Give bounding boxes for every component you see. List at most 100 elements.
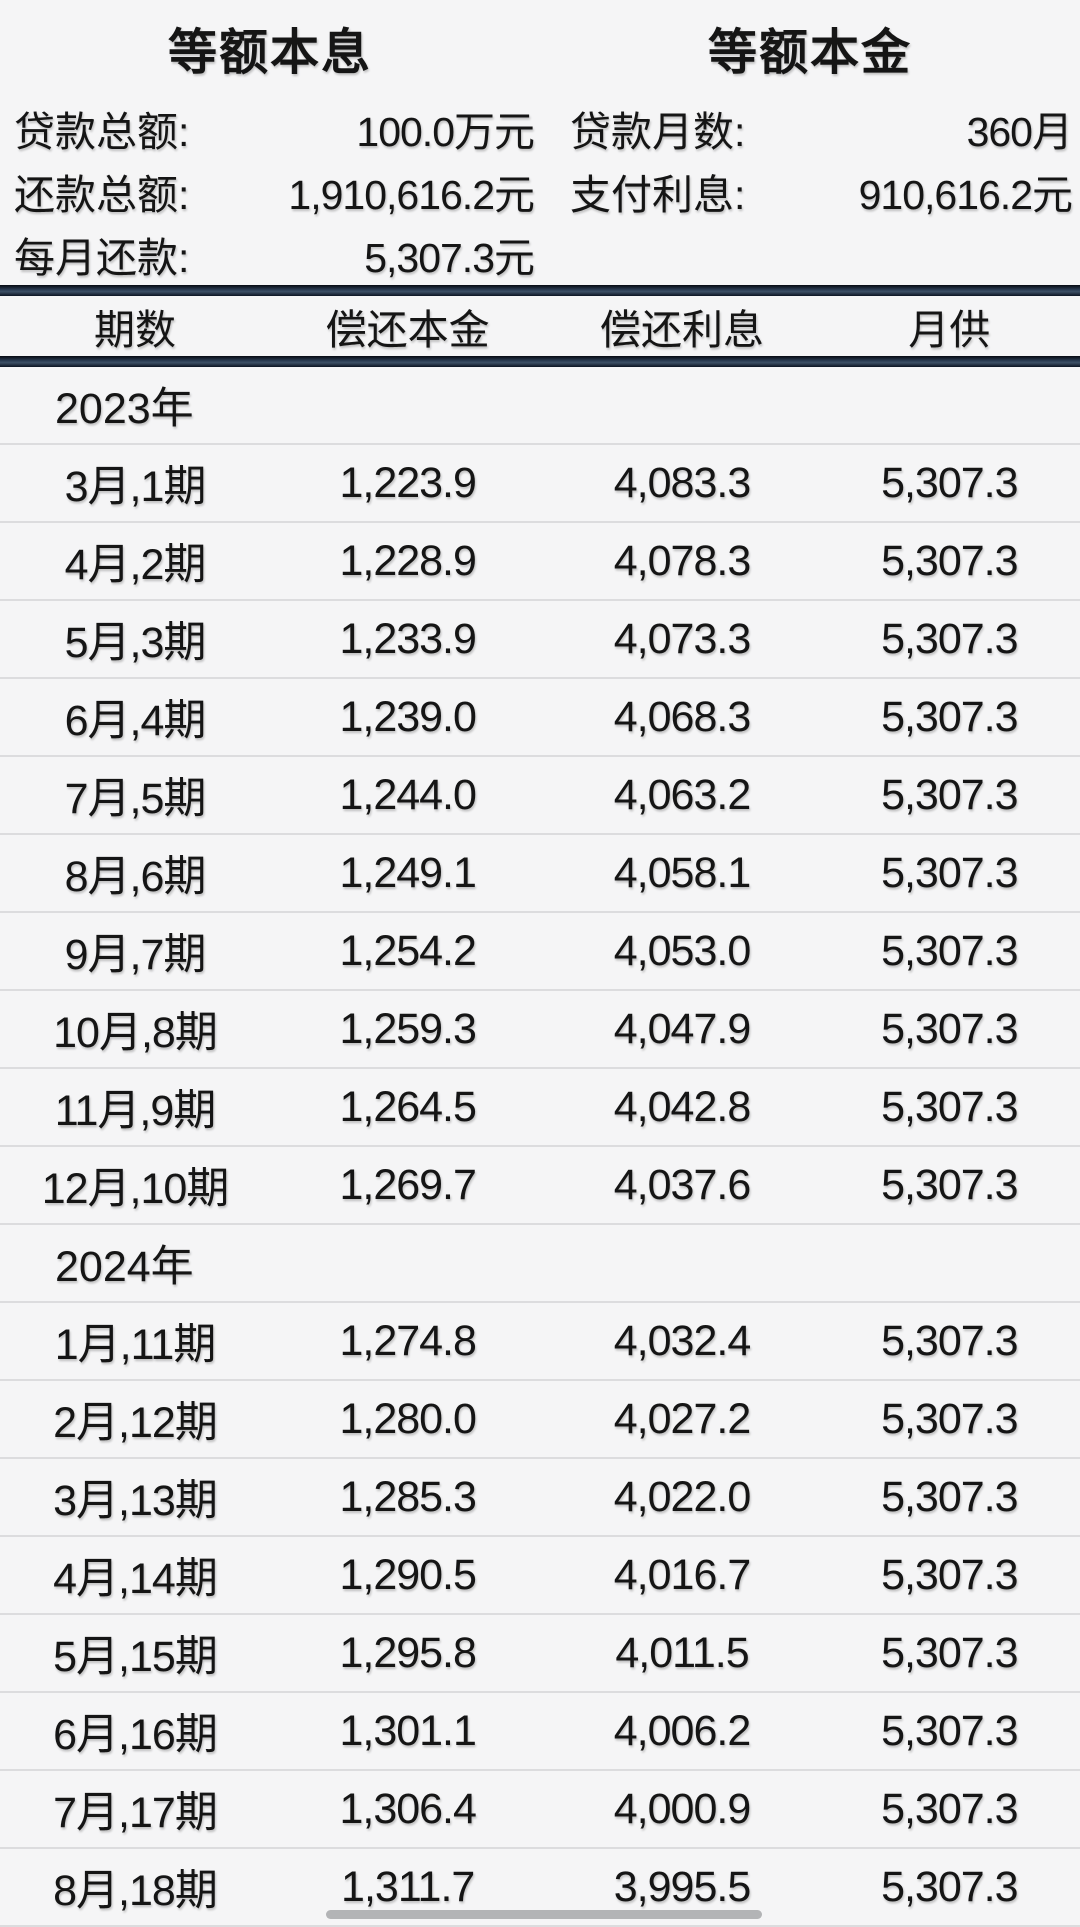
- period-cell: 4月,2期: [64, 541, 207, 589]
- loan-months-pair: 贷款月数: 360月: [534, 98, 1080, 158]
- period-cell: 3月,13期: [53, 1477, 218, 1525]
- principal-cell: 1,233.9: [339, 614, 476, 663]
- interest-cell: 4,022.0: [613, 1472, 751, 1521]
- table-row: 8月,6期 1,249.1 4,058.1 5,307.3: [0, 835, 1080, 913]
- loan-total-value: 100.0万元: [356, 108, 535, 155]
- principal-cell: 1,228.9: [339, 536, 476, 585]
- year-group-row: 2024年: [0, 1225, 1080, 1303]
- period-cell: 7月,17期: [53, 1789, 218, 1837]
- interest-cell: 4,000.9: [613, 1784, 751, 1833]
- interest-cell: 4,027.2: [613, 1394, 751, 1443]
- principal-cell: 1,244.0: [339, 770, 476, 819]
- payment-cell: 5,307.3: [881, 770, 1018, 819]
- payment-cell: 5,307.3: [881, 458, 1018, 507]
- repayment-mode-tabs: 等额本息 等额本金: [0, 0, 1080, 96]
- interest-cell: 4,063.2: [613, 770, 751, 819]
- principal-cell: 1,280.0: [339, 1394, 476, 1443]
- interest-cell: 4,053.0: [613, 926, 751, 975]
- payment-cell: 5,307.3: [881, 1550, 1018, 1599]
- interest-cell: 4,078.3: [613, 536, 751, 585]
- year-group-row: 2023年: [0, 367, 1080, 445]
- principal-cell: 1,311.7: [341, 1862, 475, 1911]
- principal-cell: 1,223.9: [339, 458, 476, 507]
- interest-paid-label: 支付利息:: [570, 171, 746, 218]
- payment-cell: 5,307.3: [881, 614, 1018, 663]
- table-row: 9月,7期 1,254.2 4,053.0 5,307.3: [0, 913, 1080, 991]
- monthly-payment-label: 每月还款:: [14, 234, 190, 281]
- monthly-payment-pair: 每月还款: 5,307.3元: [0, 224, 535, 284]
- table-row: 6月,16期 1,301.1 4,006.2 5,307.3: [0, 1693, 1080, 1771]
- table-row: 5月,3期 1,233.9 4,073.3 5,307.3: [0, 601, 1080, 679]
- principal-cell: 1,264.5: [339, 1082, 476, 1131]
- table-row: 11月,9期 1,264.5 4,042.8 5,307.3: [0, 1069, 1080, 1147]
- table-row: 12月,10期 1,269.7 4,037.6 5,307.3: [0, 1147, 1080, 1225]
- principal-cell: 1,285.3: [339, 1472, 476, 1521]
- schedule-table-header: 期数 偿还本金 偿还利息 月供: [0, 296, 1080, 356]
- payment-cell: 5,307.3: [881, 1004, 1018, 1053]
- interest-paid-value: 910,616.2元: [858, 171, 1073, 218]
- table-row: 3月,13期 1,285.3 4,022.0 5,307.3: [0, 1459, 1080, 1537]
- period-cell: 5月,3期: [64, 619, 207, 667]
- header-principal: 偿还本金: [325, 307, 490, 353]
- table-row: 8月,18期 1,311.7 3,995.5 5,307.3: [0, 1849, 1080, 1927]
- table-row: 6月,4期 1,239.0 4,068.3 5,307.3: [0, 679, 1080, 757]
- principal-cell: 1,249.1: [339, 848, 476, 897]
- loan-months-label: 贷款月数:: [570, 108, 746, 155]
- principal-cell: 1,269.7: [339, 1160, 476, 1209]
- repayment-schedule-list[interactable]: 2023年 3月,1期 1,223.9 4,083.3 5,307.3 4月,2期 1,22…: [0, 367, 1080, 1927]
- payment-cell: 5,307.3: [881, 1628, 1018, 1677]
- interest-cell: 4,042.8: [613, 1082, 751, 1131]
- year-label: 2023年: [55, 385, 194, 433]
- header-period: 期数: [94, 307, 176, 353]
- interest-cell: 4,047.9: [613, 1004, 751, 1053]
- tab-equal-principal-and-interest[interactable]: 等额本息: [167, 25, 372, 80]
- interest-cell: 4,032.4: [613, 1316, 751, 1365]
- interest-cell: 4,037.6: [613, 1160, 751, 1209]
- payment-cell: 5,307.3: [881, 848, 1018, 897]
- header-bottom-divider-bar: [0, 356, 1080, 367]
- header-top-divider-bar: [0, 285, 1080, 296]
- interest-cell: 4,068.3: [613, 692, 751, 741]
- payment-cell: 5,307.3: [881, 1082, 1018, 1131]
- repayment-total-pair: 还款总额: 1,910,616.2元: [0, 161, 535, 221]
- period-cell: 4月,14期: [53, 1555, 218, 1603]
- period-cell: 5月,15期: [53, 1633, 218, 1681]
- repayment-total-label: 还款总额:: [14, 171, 190, 218]
- tab-equal-principal[interactable]: 等额本金: [707, 25, 912, 80]
- interest-cell: 4,083.3: [613, 458, 751, 507]
- period-cell: 8月,6期: [64, 853, 207, 901]
- table-row: 1月,11期 1,274.8 4,032.4 5,307.3: [0, 1303, 1080, 1381]
- interest-cell: 4,016.7: [613, 1550, 751, 1599]
- scroll-indicator[interactable]: [326, 1910, 762, 1919]
- loan-summary: 贷款总额: 100.0万元 贷款月数: 360月 还款总额: 1,910,616…: [0, 96, 1080, 285]
- table-row: 5月,15期 1,295.8 4,011.5 5,307.3: [0, 1615, 1080, 1693]
- principal-cell: 1,239.0: [339, 692, 476, 741]
- period-cell: 12月,10期: [41, 1165, 230, 1213]
- table-row: 7月,17期 1,306.4 4,000.9 5,307.3: [0, 1771, 1080, 1849]
- interest-cell: 4,011.5: [615, 1628, 749, 1677]
- header-monthly-payment: 月供: [908, 307, 991, 353]
- period-cell: 3月,1期: [64, 463, 207, 511]
- period-cell: 1月,11期: [54, 1321, 217, 1369]
- interest-cell: 3,995.5: [613, 1862, 751, 1911]
- year-label: 2024年: [55, 1243, 194, 1291]
- period-cell: 6月,4期: [64, 697, 207, 745]
- period-cell: 6月,16期: [53, 1711, 218, 1759]
- payment-cell: 5,307.3: [881, 1316, 1018, 1365]
- period-cell: 11月,9期: [54, 1087, 217, 1135]
- principal-cell: 1,274.8: [339, 1316, 476, 1365]
- repayment-total-value: 1,910,616.2元: [288, 171, 535, 218]
- principal-cell: 1,295.8: [339, 1628, 476, 1677]
- interest-paid-pair: 支付利息: 910,616.2元: [534, 161, 1080, 221]
- principal-cell: 1,301.1: [339, 1706, 476, 1755]
- loan-total-label: 贷款总额:: [14, 108, 190, 155]
- table-row: 4月,14期 1,290.5 4,016.7 5,307.3: [0, 1537, 1080, 1615]
- principal-cell: 1,254.2: [339, 926, 476, 975]
- table-row: 7月,5期 1,244.0 4,063.2 5,307.3: [0, 757, 1080, 835]
- period-cell: 2月,12期: [53, 1399, 218, 1447]
- payment-cell: 5,307.3: [881, 1862, 1018, 1911]
- payment-cell: 5,307.3: [881, 926, 1018, 975]
- interest-cell: 4,058.1: [613, 848, 751, 897]
- period-cell: 9月,7期: [64, 931, 207, 979]
- principal-cell: 1,306.4: [339, 1784, 476, 1833]
